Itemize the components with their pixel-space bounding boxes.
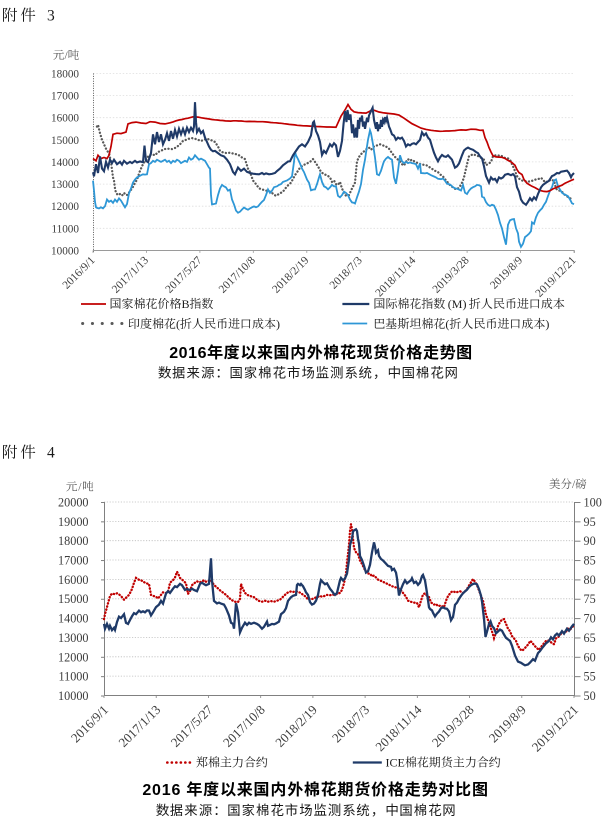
svg-text:19000: 19000 — [58, 515, 88, 529]
svg-text:2016 年度以来国内外棉花期货价格走势对比图: 2016 年度以来国内外棉花期货价格走势对比图 — [142, 780, 488, 799]
svg-text:2017/1/13: 2017/1/13 — [115, 702, 163, 750]
svg-text:2018/2/19: 2018/2/19 — [272, 702, 320, 750]
svg-text:数据来源：国家棉花市场监测系统，中国棉花网: 数据来源：国家棉花市场监测系统，中国棉花网 — [156, 803, 457, 818]
svg-text:16000: 16000 — [51, 113, 79, 125]
svg-text:65: 65 — [584, 631, 596, 645]
svg-text:2019/8/9: 2019/8/9 — [488, 254, 525, 291]
svg-text:50: 50 — [584, 689, 596, 703]
svg-text:2019/8/9: 2019/8/9 — [486, 702, 529, 745]
svg-text:17000: 17000 — [51, 91, 79, 103]
svg-text:80: 80 — [584, 573, 596, 587]
svg-text:2017/5/27: 2017/5/27 — [163, 254, 204, 295]
svg-text:2019/12/21: 2019/12/21 — [533, 254, 578, 299]
svg-text:2019/3/28: 2019/3/28 — [431, 254, 472, 295]
svg-text:附件3: 附件3 — [2, 7, 55, 25]
svg-text:18000: 18000 — [58, 534, 88, 548]
svg-text:60: 60 — [584, 650, 596, 664]
svg-text:数据来源：国家棉花市场监测系统，中国棉花网: 数据来源：国家棉花市场监测系统，中国棉花网 — [158, 366, 459, 381]
svg-text:10000: 10000 — [51, 245, 79, 257]
svg-text:14000: 14000 — [51, 157, 79, 169]
svg-text:12000: 12000 — [58, 650, 88, 664]
svg-text:郑棉主力合约: 郑棉主力合约 — [196, 756, 268, 770]
svg-text:美分/磅: 美分/磅 — [549, 478, 587, 491]
svg-text:附件4: 附件4 — [2, 444, 55, 462]
svg-text:国际棉花指数 (M) 折人民币进口成本: 国际棉花指数 (M) 折人民币进口成本 — [373, 297, 564, 311]
svg-text:18000: 18000 — [51, 69, 79, 81]
svg-text:17000: 17000 — [58, 554, 88, 568]
svg-text:元/吨: 元/吨 — [66, 481, 95, 494]
svg-text:11000: 11000 — [58, 670, 88, 684]
svg-text:12000: 12000 — [51, 201, 79, 213]
svg-text:2019/12/21: 2019/12/21 — [529, 702, 581, 754]
svg-text:13000: 13000 — [58, 631, 88, 645]
svg-text:75: 75 — [584, 592, 596, 606]
svg-text:85: 85 — [584, 554, 596, 568]
svg-text:2017/1/13: 2017/1/13 — [110, 254, 151, 295]
svg-text:95: 95 — [584, 515, 596, 529]
svg-text:15000: 15000 — [51, 135, 79, 147]
svg-text:10000: 10000 — [58, 689, 88, 703]
svg-text:2017/10/8: 2017/10/8 — [220, 702, 268, 750]
svg-text:2016年度以来国内外棉花现货价格走势图: 2016年度以来国内外棉花现货价格走势图 — [169, 343, 473, 362]
svg-text:70: 70 — [584, 612, 596, 626]
svg-text:2018/7/3: 2018/7/3 — [328, 254, 365, 291]
svg-text:2018/11/14: 2018/11/14 — [372, 702, 424, 754]
svg-text:巴基斯坦棉花(折人民币进口成本): 巴基斯坦棉花(折人民币进口成本) — [373, 317, 549, 331]
svg-text:2019/3/28: 2019/3/28 — [429, 702, 477, 750]
svg-text:20000: 20000 — [58, 496, 88, 510]
svg-text:2018/11/14: 2018/11/14 — [373, 254, 418, 299]
svg-text:16000: 16000 — [58, 573, 88, 587]
svg-text:2016/9/1: 2016/9/1 — [68, 702, 111, 745]
svg-text:55: 55 — [584, 670, 596, 684]
svg-text:2018/7/3: 2018/7/3 — [329, 702, 372, 745]
svg-text:2018/2/19: 2018/2/19 — [270, 254, 311, 295]
svg-text:印度棉花(折人民币进口成本): 印度棉花(折人民币进口成本) — [128, 317, 280, 331]
svg-text:国家棉花价格B指数: 国家棉花价格B指数 — [110, 297, 214, 311]
svg-text:2017/5/27: 2017/5/27 — [168, 702, 216, 750]
svg-text:15000: 15000 — [58, 592, 88, 606]
svg-text:11000: 11000 — [51, 223, 79, 235]
svg-text:2017/10/8: 2017/10/8 — [217, 254, 258, 295]
svg-text:ICE棉花期货主力合约: ICE棉花期货主力合约 — [386, 756, 501, 770]
svg-text:元/吨: 元/吨 — [53, 49, 80, 62]
svg-text:13000: 13000 — [51, 179, 79, 191]
svg-text:2016/9/1: 2016/9/1 — [60, 254, 97, 291]
svg-text:90: 90 — [584, 534, 596, 548]
svg-text:100: 100 — [584, 496, 602, 510]
svg-text:14000: 14000 — [58, 612, 88, 626]
